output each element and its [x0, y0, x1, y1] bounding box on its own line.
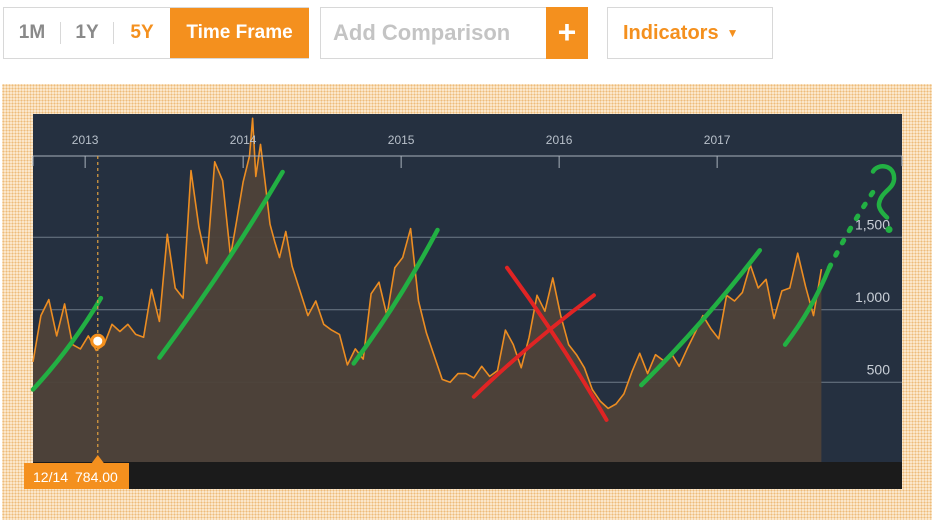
time-frame-button[interactable]: Time Frame: [170, 8, 309, 58]
y-tick-label: 500: [867, 361, 891, 377]
y-tick-label: 1,000: [855, 289, 890, 305]
plus-icon: +: [557, 14, 577, 50]
y-tick-label: 1,500: [855, 216, 890, 232]
green-trend-stroke: [639, 248, 763, 388]
add-comparison-input[interactable]: [321, 8, 545, 58]
x-tick-label: 2015: [388, 133, 415, 147]
indicators-label: Indicators: [623, 22, 719, 44]
price-line: [32, 117, 823, 410]
readout-bar: 12/14 784.00: [24, 455, 902, 489]
add-comparison-button[interactable]: +: [546, 7, 588, 59]
hover-point-marker: [90, 333, 106, 349]
range-divider: [113, 22, 114, 44]
green-trend-stroke: [157, 169, 285, 360]
range-button-1m[interactable]: 1M: [18, 22, 46, 43]
indicators-dropdown[interactable]: Indicators ▼: [607, 7, 773, 59]
readout-badge: [24, 463, 129, 489]
add-comparison-group: +: [320, 7, 588, 59]
x-tick-label: 2014: [230, 133, 257, 147]
price-area: [33, 118, 822, 463]
readout-value: 784.00: [75, 469, 118, 485]
readout-pointer: [91, 455, 104, 463]
red-cross-stroke: [471, 293, 596, 399]
caret-down-icon: ▼: [726, 26, 739, 40]
red-cross-stroke: [505, 265, 609, 422]
readout-date: 12/14: [33, 469, 68, 485]
question-mark-stroke: [870, 164, 897, 220]
range-button-1y[interactable]: 1Y: [75, 22, 99, 43]
x-tick-label: 2016: [546, 133, 573, 147]
chart-toolbar: 1M 1Y 5Y Time Frame + Indicators ▼: [0, 0, 944, 70]
green-trend-stroke: [782, 265, 832, 347]
question-mark-dot: [885, 226, 893, 234]
x-tick-label: 2017: [704, 133, 731, 147]
range-divider: [60, 22, 61, 44]
range-button-5y[interactable]: 5Y: [130, 22, 154, 43]
range-selector: 1M 1Y 5Y Time Frame: [3, 7, 309, 59]
green-projection-dots: [826, 184, 880, 271]
x-tick-label: 2013: [72, 133, 99, 147]
readout-bar-background: [33, 462, 902, 489]
green-trend-stroke: [351, 227, 440, 366]
green-trend-stroke: [30, 295, 104, 392]
